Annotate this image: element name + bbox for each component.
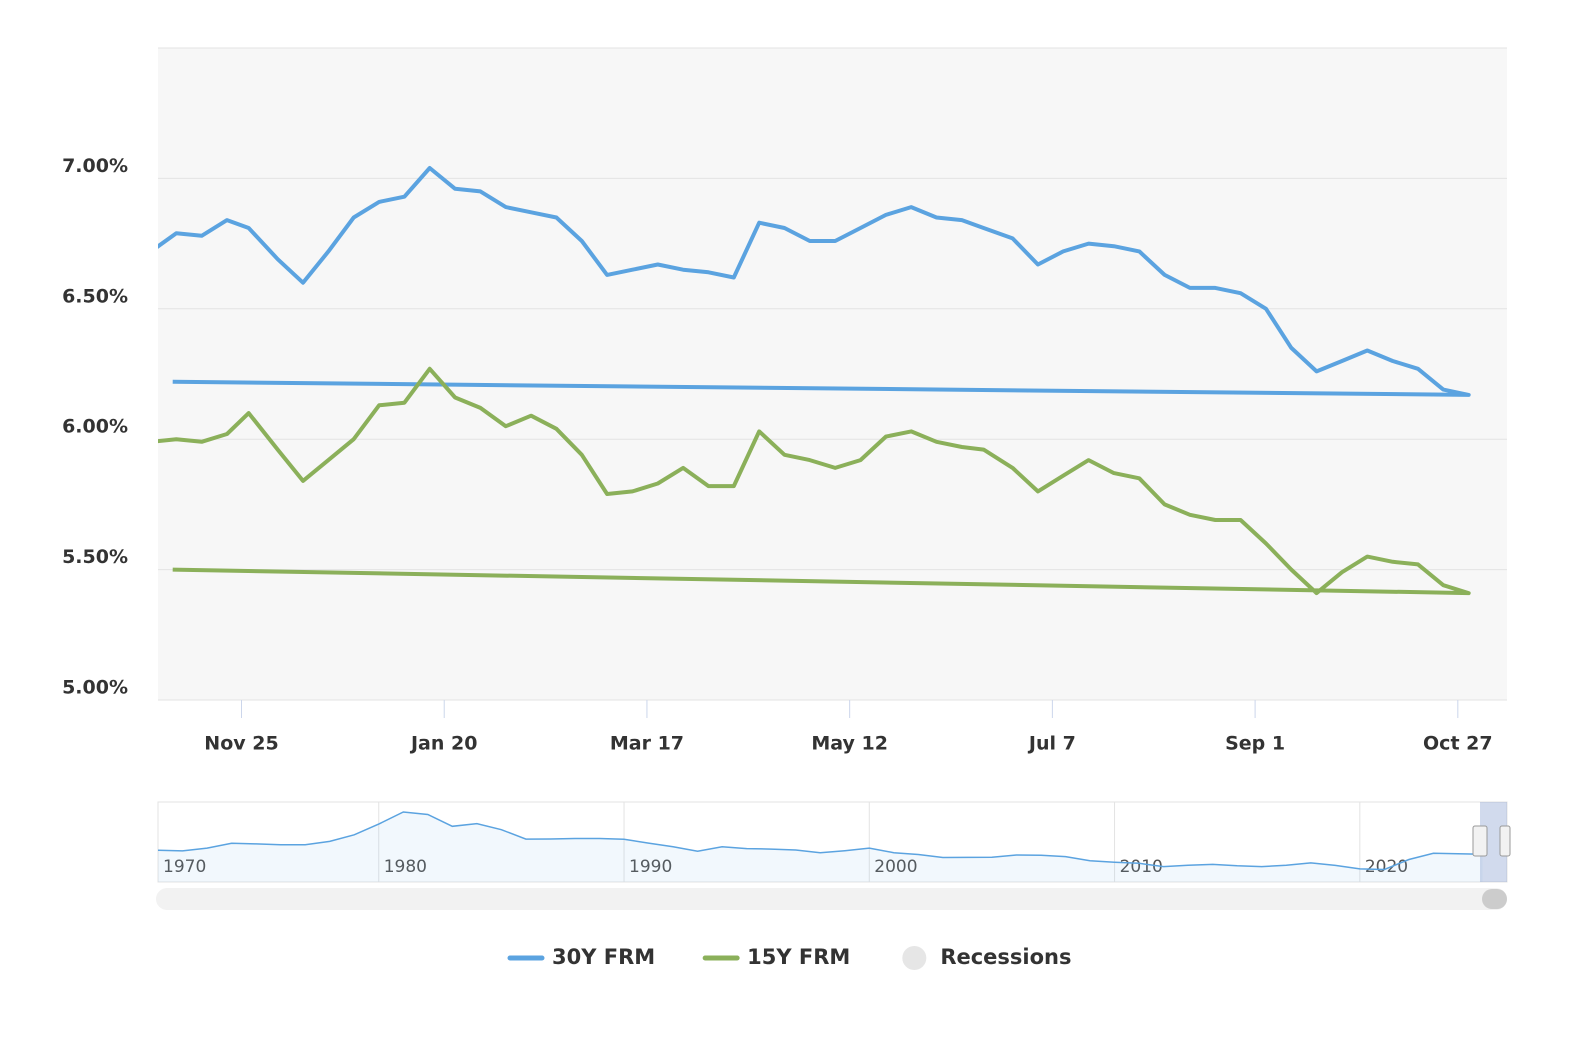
navigator-tick-label: 1970: [163, 857, 206, 877]
y-tick-label: 7.00%: [62, 155, 128, 177]
main-plot: 5.00% 5.50% 6.00% 6.50% 7.00% Nov 25 Jan 20 Mar…: [62, 155, 1507, 755]
navigator-plot: 1970 1980 1990 2000 2010 2020: [157, 802, 1483, 882]
x-tick-label: Jul 7: [1027, 733, 1076, 755]
navigator-tick-label: 2020: [1365, 857, 1408, 877]
legend-label[interactable]: 30Y FRM: [552, 945, 655, 969]
series-line: [158, 366, 1471, 596]
legend: 30Y FRM 15Y FRM Recessions: [507, 945, 1072, 970]
navigator-handle[interactable]: [1499, 825, 1511, 857]
y-tick-label: 5.00%: [62, 677, 128, 699]
scrollbar[interactable]: [156, 888, 1507, 910]
x-tick-label: May 12: [811, 733, 888, 755]
navigator-handle[interactable]: [1472, 825, 1488, 857]
legend-label[interactable]: Recessions: [940, 945, 1071, 969]
navigator-series: [158, 811, 1483, 882]
navigator-line: [158, 811, 1483, 871]
y-tick-label: 5.50%: [62, 546, 128, 568]
navigator[interactable]: [157, 801, 1508, 883]
y-tick-label: 6.50%: [62, 285, 128, 307]
navigator-tick-label: 2000: [874, 857, 917, 877]
navigator-area: [158, 812, 1483, 882]
x-tick-label: Mar 17: [610, 733, 684, 755]
series-group: [158, 166, 1471, 596]
x-tick-label: Jan 20: [409, 733, 477, 755]
y-tick-label: 6.00%: [62, 416, 128, 438]
series-line: [158, 166, 1471, 397]
legend-swatch[interactable]: [902, 946, 927, 970]
scrollbar-thumb[interactable]: [1482, 889, 1507, 909]
plot-background: [158, 48, 1507, 700]
x-tick-label: Sep 1: [1225, 733, 1285, 755]
x-tick-label: Oct 27: [1423, 733, 1493, 755]
navigator-tick-label: 1990: [629, 857, 672, 877]
x-tick-label: Nov 25: [204, 733, 278, 755]
navigator-tick-label: 1980: [384, 857, 427, 877]
navigator-tick-label: 2010: [1120, 857, 1163, 877]
legend-label[interactable]: 15Y FRM: [747, 945, 850, 969]
